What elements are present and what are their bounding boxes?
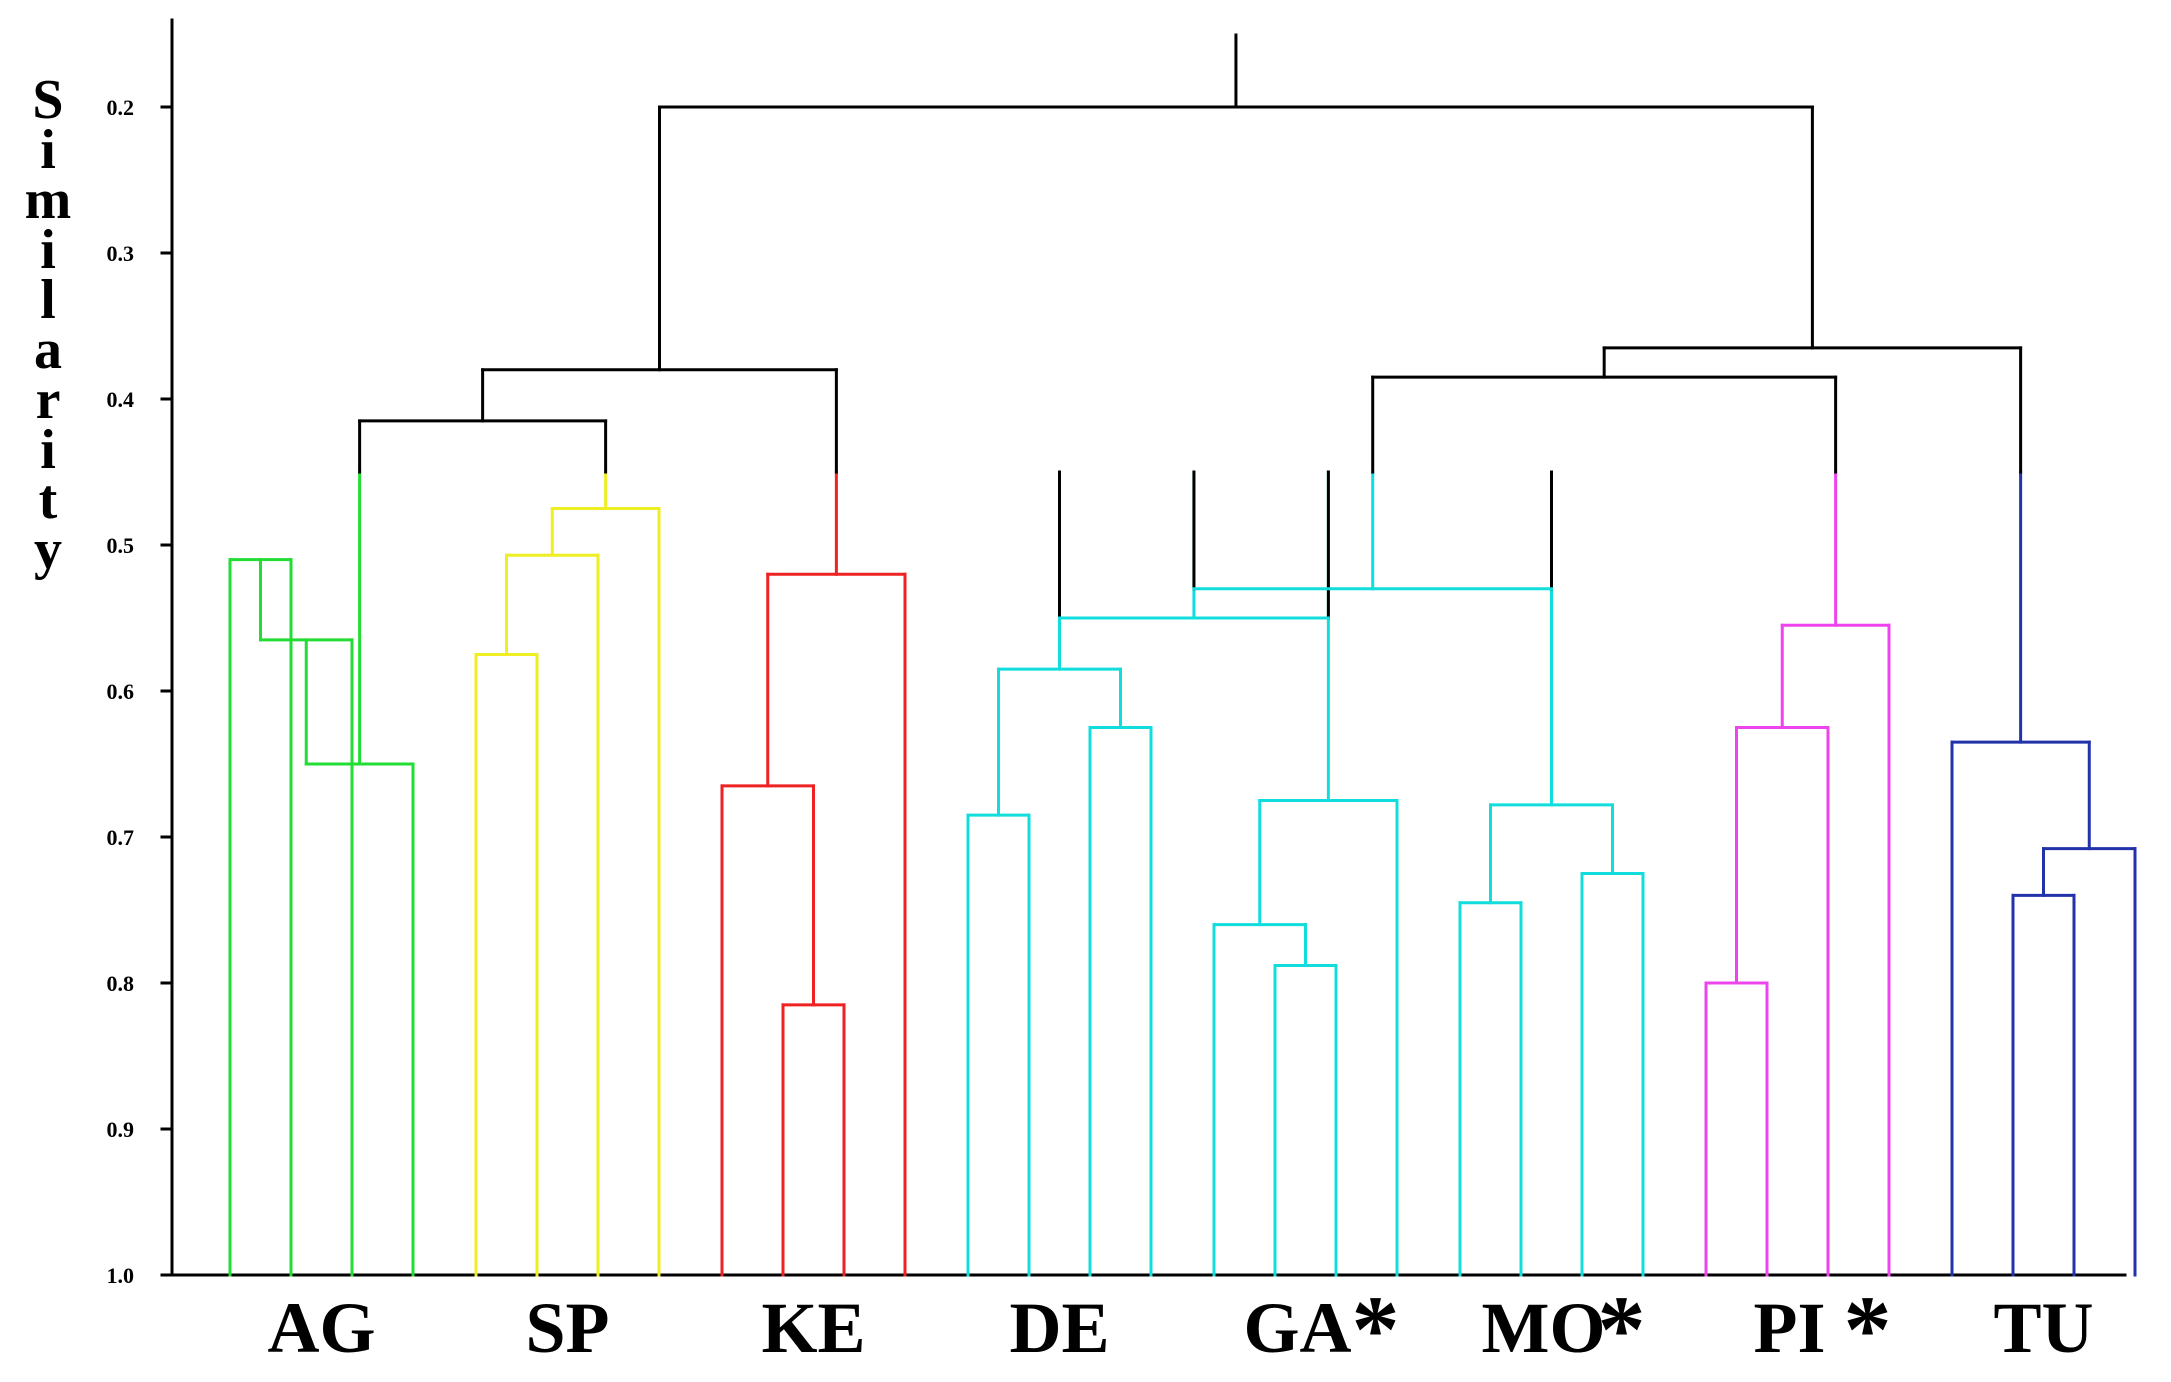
- y-axis-label-letter-2: m: [25, 169, 72, 231]
- cluster-tu: [1950, 740, 2137, 1277]
- cluster-labels: AG SP KE DE GA * MO* PI * TU: [268, 1276, 2094, 1382]
- y-tick-label-8: 1.0: [107, 1263, 135, 1288]
- cluster-label-ke: KE: [761, 1288, 865, 1368]
- y-axis-label-letter-9: y: [34, 519, 62, 581]
- dendrogram-tree: [228, 33, 2137, 1277]
- cluster-label-sp: SP: [525, 1288, 609, 1368]
- y-tick-label-2: 0.4: [107, 387, 135, 412]
- y-axis-label-letter-1: i: [40, 119, 56, 181]
- y-tick-label-1: 0.3: [107, 241, 135, 266]
- cluster-ga: [1212, 799, 1399, 1277]
- y-axis-label-letter-0: S: [32, 69, 63, 131]
- y-tick-label-6: 0.8: [107, 971, 135, 996]
- cluster-label-de: DE: [1009, 1288, 1109, 1368]
- cluster-pi: [1704, 623, 1891, 1277]
- star-marker-ga: *: [1352, 1276, 1400, 1382]
- y-axis-label-letter-5: a: [34, 319, 62, 381]
- cluster-de: [966, 667, 1153, 1277]
- cluster-ag: [228, 558, 415, 1277]
- cluster-label-tu: TU: [1993, 1288, 2093, 1368]
- y-tick-label-4: 0.6: [107, 679, 135, 704]
- y-axis-label-letter-8: t: [39, 469, 58, 531]
- star-marker-pi: *: [1844, 1276, 1892, 1382]
- cluster-ke: [720, 572, 907, 1277]
- cluster-label-mo: MO: [1482, 1288, 1606, 1368]
- y-axis-label-letter-7: i: [40, 419, 56, 481]
- y-axis-label-letter-3: i: [40, 219, 56, 281]
- y-axis-label-letter-4: l: [40, 269, 56, 331]
- y-tick-label-3: 0.5: [107, 533, 135, 558]
- cluster-sp: [474, 507, 661, 1277]
- y-tick-label-5: 0.7: [107, 825, 135, 850]
- cluster-label-ag: AG: [268, 1288, 376, 1368]
- y-tick-label-7: 0.9: [107, 1117, 135, 1142]
- y-axis-label-letter-6: r: [36, 369, 61, 431]
- y-tick-label-0: 0.2: [107, 95, 135, 120]
- y-axis: 0.2 0.3 0.4 0.5 0.6 0.7 0.8 0.9 1.0: [107, 18, 2127, 1288]
- cluster-label-ga: GA: [1244, 1288, 1352, 1368]
- cluster-label-pi: PI: [1754, 1288, 1826, 1368]
- star-marker-mo: *: [1598, 1276, 1646, 1382]
- cluster-mo: [1458, 803, 1645, 1277]
